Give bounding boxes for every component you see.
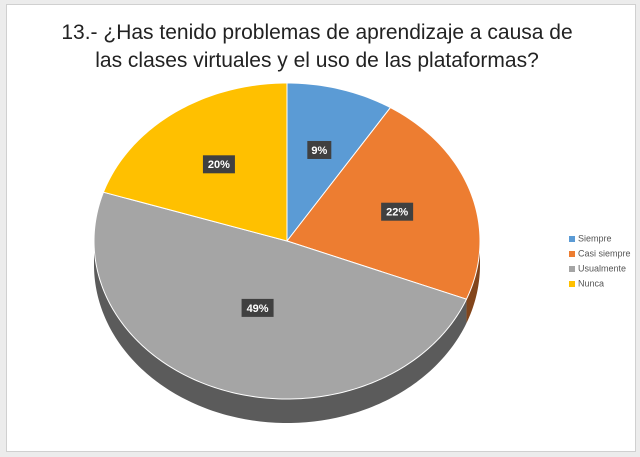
slice-side — [94, 241, 467, 423]
legend-label: Usualmente — [578, 263, 626, 273]
data-label-box — [381, 202, 414, 221]
legend-swatch — [569, 266, 575, 272]
chart: 9% 22% 49% 20% Siempre Casi siempre Usualmente… — [93, 82, 631, 423]
data-label-box — [202, 155, 235, 174]
data-label: 9% — [311, 145, 327, 157]
legend-label: Casi siempre — [578, 248, 631, 258]
slice — [102, 82, 288, 242]
legend-label: Nunca — [578, 278, 604, 288]
legend-label: Siempre — [578, 233, 612, 243]
legend-swatch — [569, 281, 575, 287]
data-label: 22% — [386, 207, 408, 219]
data-label: 20% — [208, 159, 230, 171]
slice-side — [466, 241, 480, 324]
legend-swatch — [569, 236, 575, 242]
slice — [286, 82, 392, 243]
chart-card: 13.- ¿Has tenido problemas de aprendizaj… — [6, 4, 636, 452]
data-label-box — [241, 298, 274, 317]
slice — [93, 191, 468, 400]
legend-swatch — [569, 251, 575, 257]
chart-title: 13.- ¿Has tenido problemas de aprendizaj… — [61, 21, 573, 72]
data-label: 49% — [247, 303, 269, 315]
data-label-box — [307, 140, 332, 159]
